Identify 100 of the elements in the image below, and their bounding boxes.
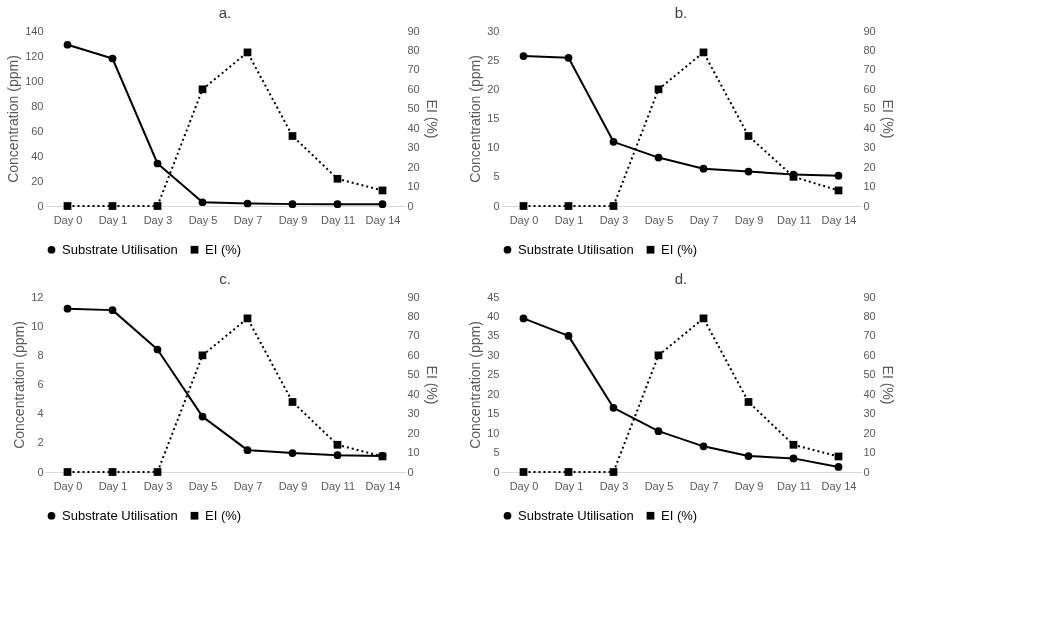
point [609, 468, 618, 476]
y2-tick-label: 10 [407, 180, 420, 193]
point [834, 171, 843, 180]
x-tick-label: Day 14 [365, 213, 401, 226]
x-tick-label: Day 11 [776, 479, 812, 492]
x-tick-label: Day 14 [365, 479, 401, 492]
point [519, 202, 528, 210]
y2-tick-label: 60 [863, 348, 876, 361]
y-tick-label: 6 [37, 378, 44, 390]
point [654, 85, 663, 94]
point [198, 351, 207, 360]
legend-label: Substrate Utilisation [62, 241, 178, 257]
point [519, 314, 528, 323]
point [699, 442, 708, 451]
y2-tick-label: 70 [863, 63, 876, 76]
x-tick-label: Day 11 [320, 479, 356, 492]
chart-title: b. [674, 4, 688, 21]
y2-tick-label: 40 [863, 387, 876, 400]
y-tick-label: 120 [25, 49, 44, 62]
point [63, 468, 72, 476]
legend-label: Substrate Utilisation [518, 241, 634, 257]
point [564, 332, 573, 340]
x-tick-label: Day 0 [53, 213, 83, 226]
y2-tick-label: 0 [863, 465, 870, 478]
legend-label: EI (%) [661, 507, 698, 523]
point [654, 427, 663, 436]
x-tick-label: Day 14 [821, 479, 857, 492]
y2-tick-label: 50 [863, 102, 876, 115]
y-tick-label: 12 [31, 290, 44, 303]
point [153, 345, 162, 354]
y-tick-label: 20 [487, 387, 500, 400]
point [744, 167, 753, 176]
y2-tick-label: 30 [863, 141, 876, 154]
y2-tick-label: 60 [407, 348, 420, 361]
point [609, 202, 618, 210]
y-tick-label: 0 [493, 199, 500, 212]
y-tick-label: 40 [487, 309, 500, 322]
y-axis-title: Concentration (ppm) [467, 55, 484, 183]
point [654, 351, 663, 360]
y-tick-label: 25 [487, 53, 500, 66]
y-tick-label: 140 [25, 24, 44, 37]
point [744, 398, 753, 406]
y2-tick-label: 70 [407, 63, 420, 76]
point [699, 164, 708, 173]
y2-tick-label: 0 [863, 199, 870, 212]
point [333, 440, 342, 449]
y-tick-label: 60 [31, 124, 44, 137]
x-tick-label: Day 9 [278, 213, 308, 226]
y2-tick-label: 0 [407, 199, 414, 212]
legend-label: Substrate Utilisation [62, 507, 178, 523]
x-tick-label: Day 1 [554, 479, 584, 492]
point [288, 132, 297, 140]
y2-tick-label: 20 [407, 426, 420, 439]
y-tick-label: 2 [37, 436, 44, 449]
y2-tick-label: 80 [407, 309, 420, 322]
x-tick-label: Day 11 [320, 213, 356, 226]
x-tick-label: Day 9 [734, 479, 764, 492]
y2-tick-label: 10 [863, 446, 876, 459]
x-tick-label: Day 5 [188, 213, 218, 226]
y-tick-label: 40 [31, 149, 44, 162]
point [789, 440, 798, 449]
x-tick-label: Day 9 [278, 479, 308, 492]
point [333, 174, 342, 183]
y2-tick-label: 80 [863, 43, 876, 56]
y-tick-label: 0 [37, 199, 44, 212]
point [198, 412, 207, 421]
point [519, 468, 528, 476]
y-tick-label: 20 [487, 82, 500, 95]
point [333, 451, 342, 460]
point [564, 468, 573, 476]
point [744, 132, 753, 140]
y2-tick-label: 40 [407, 387, 420, 400]
y2-tick-label: 40 [863, 121, 876, 134]
y2-tick-label: 90 [407, 290, 420, 303]
y2-tick-label: 10 [407, 446, 420, 459]
x-tick-label: Day 7 [689, 213, 719, 226]
legend-label: EI (%) [661, 241, 698, 257]
y2-axis-title: EI (%) [879, 365, 896, 405]
y-tick-label: 0 [37, 465, 44, 478]
y2-tick-label: 20 [863, 160, 876, 173]
y2-tick-label: 90 [407, 24, 420, 37]
point [108, 468, 117, 476]
x-tick-label: Day 1 [98, 213, 128, 226]
x-tick-label: Day 7 [233, 479, 263, 492]
x-tick-label: Day 11 [776, 213, 812, 226]
point [243, 446, 252, 454]
y-tick-label: 15 [487, 407, 500, 420]
x-tick-label: Day 0 [509, 213, 539, 226]
y-axis-title: Concentration (ppm) [11, 321, 28, 449]
point [564, 202, 573, 210]
point [108, 202, 117, 210]
point [333, 200, 342, 208]
y2-tick-label: 70 [407, 329, 420, 342]
point [789, 454, 798, 463]
x-tick-label: Day 14 [821, 213, 857, 226]
x-tick-label: Day 7 [233, 213, 263, 226]
y2-tick-label: 90 [863, 24, 876, 37]
x-tick-label: Day 3 [143, 479, 173, 492]
point [288, 398, 297, 406]
y2-tick-label: 60 [407, 82, 420, 95]
